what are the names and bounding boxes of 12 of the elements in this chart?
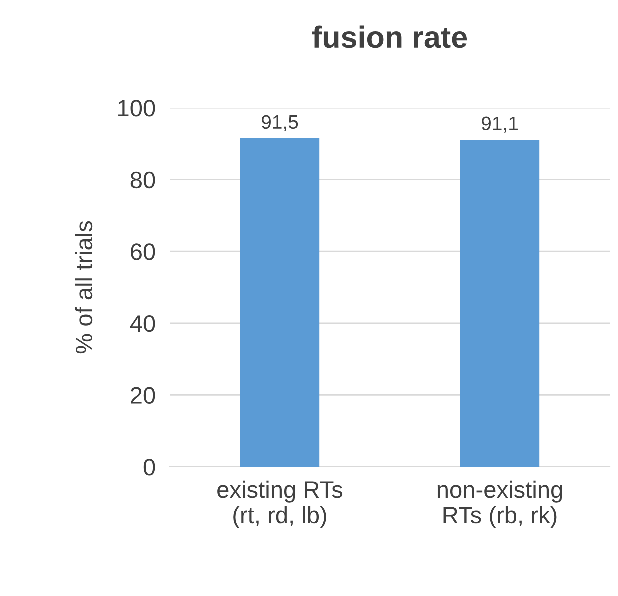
y-axis-title: % of all trials <box>75 221 93 354</box>
data-label: 91,1 <box>482 116 518 133</box>
x-tick-label: existing RTs (rt, rd, lb) <box>218 480 343 528</box>
y-tick-label: 20 <box>131 387 156 404</box>
y-tick-label: 40 <box>130 315 156 332</box>
x-tick-label: non-existing RTs (rb, rk) <box>438 480 562 528</box>
y-tick-label: 0 <box>144 459 156 476</box>
data-label: 91,5 <box>262 115 298 132</box>
y-tick-label: 60 <box>131 244 156 260</box>
y-tick-label: 80 <box>130 172 156 189</box>
y-tick-label: 100 <box>118 100 156 117</box>
chart-title: fusion rate <box>312 26 468 48</box>
